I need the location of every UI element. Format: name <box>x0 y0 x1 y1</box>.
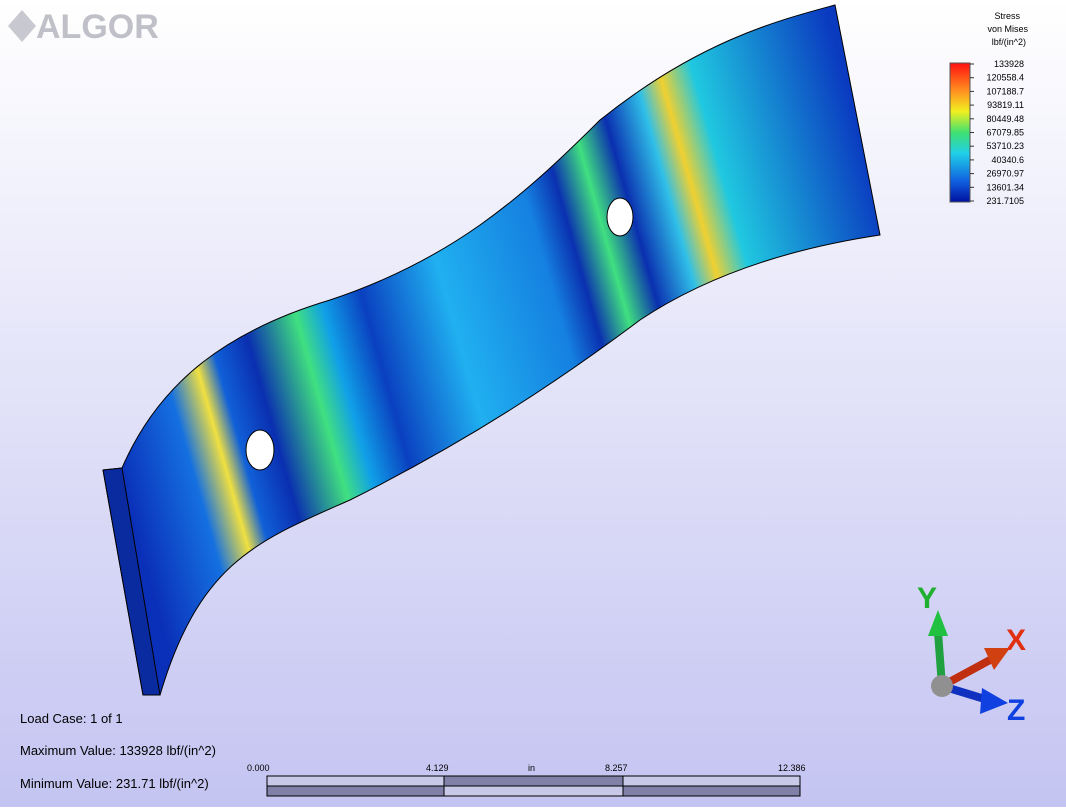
scale-bar: 0.000 4.129 in 8.257 12.386 <box>247 763 806 797</box>
scale-tick: 4.129 <box>426 763 449 773</box>
scale-tick: 12.386 <box>778 763 806 773</box>
axis-label: X <box>1006 624 1026 657</box>
legend-label: 13601.34 <box>986 182 1024 192</box>
legend-label: 93819.11 <box>987 100 1024 110</box>
max-value: Maximum Value: 133928 lbf/(in^2) <box>20 743 216 758</box>
legend-label: 120558.4 <box>986 73 1024 83</box>
legend-label: 26970.97 <box>986 169 1024 179</box>
hole <box>606 197 634 237</box>
legend-label: 80449.48 <box>986 114 1024 124</box>
legend-label: 53710.23 <box>986 141 1024 151</box>
legend-title: Stress <box>994 11 1020 21</box>
legend-label: 107188.7 <box>986 86 1024 96</box>
legend-title: lbf/(in^2) <box>992 37 1026 47</box>
hole <box>245 429 275 471</box>
axis-triad: Y X Z <box>917 582 1026 727</box>
legend-title: von Mises <box>987 24 1028 34</box>
color-bar <box>949 62 971 203</box>
legend-label: 133928 <box>994 59 1024 69</box>
legend-label: 67079.85 <box>986 128 1024 138</box>
scale-unit: in <box>528 763 535 773</box>
scale-tick: 8.257 <box>605 763 628 773</box>
legend: Stress von Mises lbf/(in^2) 133928 120558… <box>949 11 1028 206</box>
min-value: Minimum Value: 231.71 lbf/(in^2) <box>20 776 209 791</box>
scale-tick: 0.000 <box>247 763 270 773</box>
axis-label: Y <box>917 582 937 615</box>
legend-label: 40340.6 <box>991 155 1024 165</box>
axis-label: Z <box>1007 694 1025 727</box>
logo: ALGOR <box>36 8 159 46</box>
model-end-face <box>102 467 161 696</box>
logo-icon <box>8 10 36 42</box>
load-case: Load Case: 1 of 1 <box>20 711 123 726</box>
legend-label: 231.7105 <box>986 196 1024 206</box>
model-part <box>102 4 881 696</box>
